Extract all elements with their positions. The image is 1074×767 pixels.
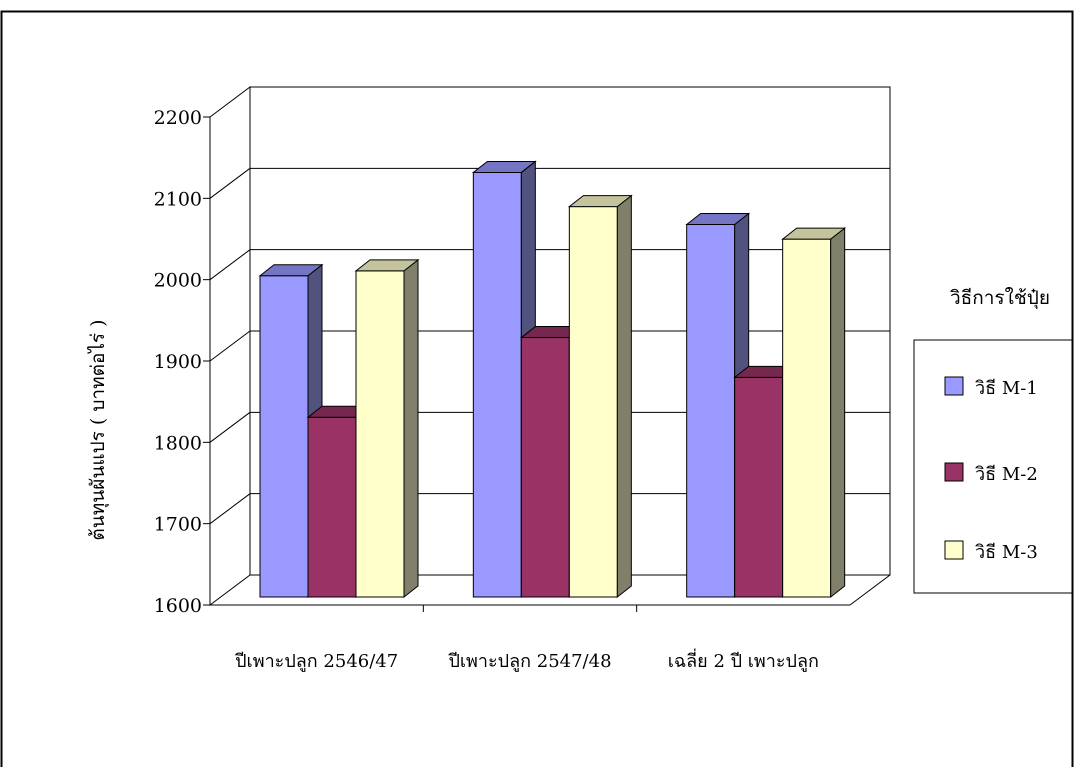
legend-swatch xyxy=(944,462,964,482)
bar xyxy=(354,258,420,599)
gridline-side xyxy=(209,167,251,199)
bar-top xyxy=(781,227,847,240)
y-tick-label: 2000 xyxy=(154,270,202,292)
y-tick-label: 1700 xyxy=(154,514,202,536)
bar-front xyxy=(734,376,784,598)
legend-box xyxy=(913,339,1073,594)
bar-top xyxy=(567,195,633,208)
y-tick-label: 1800 xyxy=(154,432,202,454)
bar-front xyxy=(355,270,405,598)
bar-front xyxy=(520,337,570,598)
floor-edge xyxy=(849,574,891,606)
gridline-side xyxy=(209,330,251,362)
bar-front xyxy=(686,223,736,598)
y-tick-label: 1600 xyxy=(154,595,202,617)
y-tick-label: 1900 xyxy=(154,351,202,373)
bar-top xyxy=(685,212,751,225)
x-tick-label: ปีเพาะปลูก 2547/48 xyxy=(448,651,611,672)
gridline-side xyxy=(209,493,251,525)
y-tick-label: 2100 xyxy=(154,188,202,210)
legend-label: วิธี M-1 xyxy=(975,378,1038,399)
bar-front xyxy=(259,275,309,598)
legend-swatch xyxy=(944,540,964,560)
bar xyxy=(567,194,633,599)
y-tick-label: 2200 xyxy=(154,107,202,129)
gridline-side xyxy=(209,411,251,443)
x-tick-label: ปีเพาะปลูก 2546/47 xyxy=(235,651,398,672)
bar xyxy=(781,227,847,599)
bar-front xyxy=(782,238,832,598)
legend-swatch xyxy=(944,376,964,396)
bar-side xyxy=(616,194,632,599)
bar-side xyxy=(830,227,846,599)
bar-top xyxy=(471,160,537,173)
x-tick-label: เฉลี่ย 2 ปี เพาะปลูก xyxy=(668,648,819,672)
legend-label: วิธี M-2 xyxy=(975,464,1038,485)
bar-front xyxy=(568,206,618,598)
bar-front xyxy=(307,416,357,598)
bar-top xyxy=(258,264,324,277)
gridline-side xyxy=(209,249,251,281)
legend-label: วิธี M-3 xyxy=(975,542,1038,563)
bar-side xyxy=(403,258,419,599)
bar-top xyxy=(354,259,420,272)
bar-front xyxy=(472,171,522,598)
legend-title: วิธีการใช้ปุ๋ย xyxy=(950,287,1050,310)
y-axis-title: ต้นทุนผันแปร ( บาทต่อไร่ ) xyxy=(87,319,110,540)
